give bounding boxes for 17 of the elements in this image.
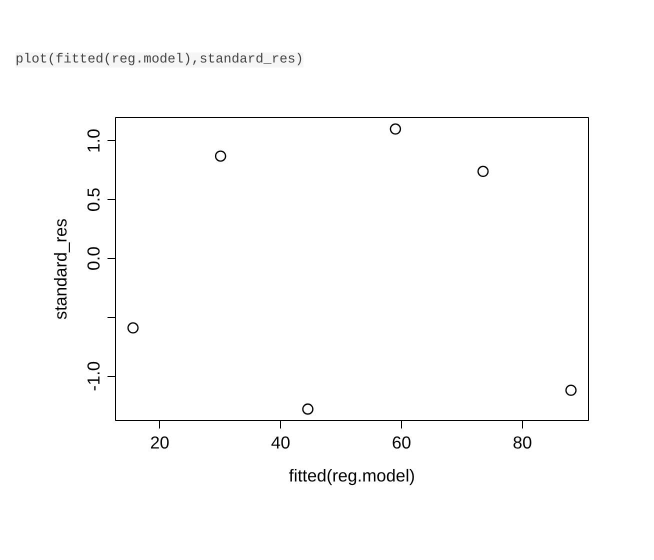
point [214, 150, 226, 162]
x-axis-title: fitted(reg.model) [288, 466, 416, 486]
point [390, 123, 402, 135]
y-tick-label: 0.5 [84, 188, 104, 212]
x-tick-label: 20 [150, 432, 170, 452]
point [127, 322, 139, 334]
text: plot(fitted(reg.model),standard_res) [16, 52, 304, 68]
x-tick-label: 80 [512, 432, 532, 452]
y-tick-label: 0.0 [84, 246, 104, 271]
point [302, 403, 314, 415]
y-tick-label: 1.0 [84, 128, 104, 153]
x-tick-label: 40 [271, 432, 290, 452]
x-tick-label: 60 [392, 432, 412, 452]
point [565, 384, 577, 396]
point [477, 166, 489, 178]
y-axis-title: standard_res [50, 218, 70, 320]
y-tick-label: -1.0 [84, 361, 104, 392]
